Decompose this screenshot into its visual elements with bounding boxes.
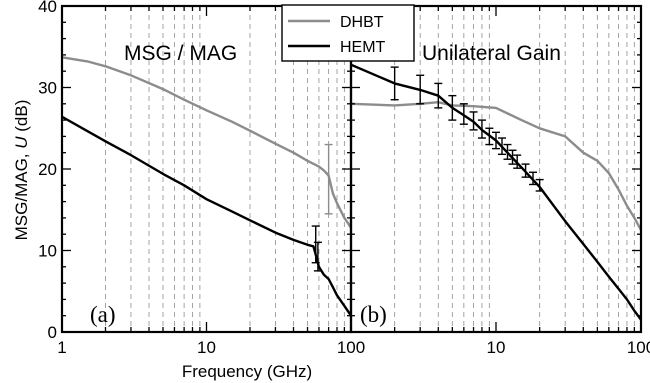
x-tick-label-a: 1 [57, 338, 66, 357]
y-axis-label-main: MSG/MAG, U (dB) [12, 100, 31, 241]
series-layer [62, 56, 641, 322]
panel-b-label: (b) [360, 302, 387, 327]
x-tick-label-b: 100 [627, 338, 650, 357]
series-line-a-dhbt [62, 56, 351, 230]
series-group-a-hemt [62, 115, 351, 319]
y-tick-label: 0 [48, 323, 57, 342]
series-group-b-hemt [351, 63, 641, 322]
legend: DHBT HEMT [281, 4, 415, 62]
panel-a-title: MSG / MAG [124, 42, 237, 65]
panel-b-title: Unilateral Gain [422, 42, 561, 65]
x-tick-label-a: 10 [197, 338, 216, 357]
y-tick-label: 10 [38, 242, 57, 261]
x-tick-label-a: 100 [337, 338, 365, 357]
y-axis-label-suffix: (dB) [12, 100, 31, 137]
series-line-b-dhbt [351, 100, 641, 233]
series-line-a-hemt [62, 115, 351, 319]
x-tick-label-b: 10 [487, 338, 506, 357]
axes-layer [60, 4, 643, 334]
label-layer: 1 10 100 0 10 20 30 40 10 100 [38, 0, 650, 357]
x-axis-label: Frequency (GHz) [182, 362, 312, 381]
y-tick-label: 20 [38, 160, 57, 179]
legend-label-dhbt: DHBT [340, 14, 384, 31]
series-group-b-dhbt [351, 100, 641, 233]
y-tick-label: 30 [38, 79, 57, 98]
legend-label-hemt: HEMT [340, 39, 386, 56]
panel-a-label: (a) [90, 302, 116, 327]
y-axis-label-italic-u: U [12, 136, 31, 149]
series-line-b-hemt [351, 63, 641, 322]
series-group-a-dhbt [62, 56, 351, 230]
y-tick-label: 40 [38, 0, 57, 16]
y-axis-label: MSG/MAG, U (dB) [12, 100, 31, 241]
y-axis-label-prefix: MSG/MAG, [12, 149, 31, 241]
legend-box [281, 4, 415, 62]
